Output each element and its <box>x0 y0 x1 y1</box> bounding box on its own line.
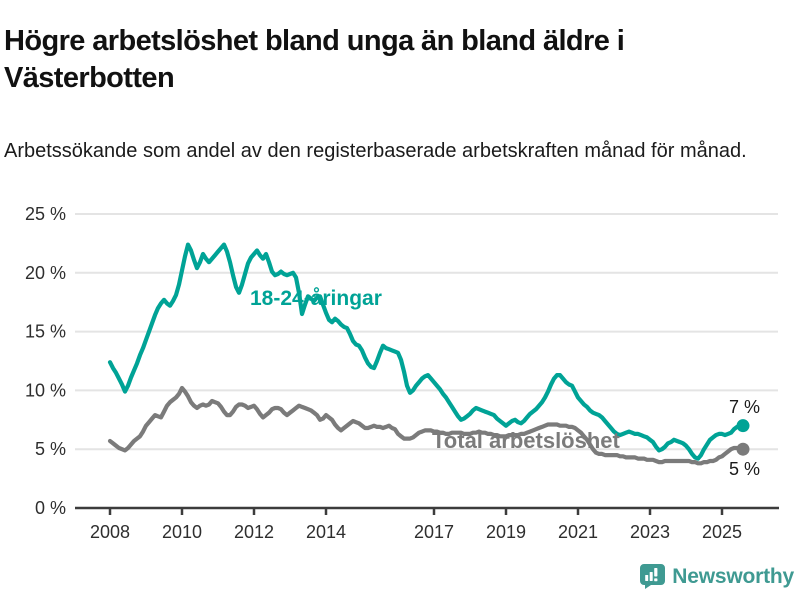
svg-text:2021: 2021 <box>558 522 598 542</box>
svg-text:5 %: 5 % <box>35 439 66 459</box>
newsworthy-logo-icon <box>640 564 666 589</box>
svg-text:0 %: 0 % <box>35 498 66 518</box>
svg-text:20 %: 20 % <box>25 263 66 283</box>
svg-text:2010: 2010 <box>162 522 202 542</box>
svg-text:2017: 2017 <box>414 522 454 542</box>
svg-text:2012: 2012 <box>234 522 274 542</box>
newsworthy-brand-link[interactable]: Newsworthy <box>640 564 794 589</box>
svg-text:2014: 2014 <box>306 522 346 542</box>
page-title: Högre arbetslöshet bland unga än bland ä… <box>4 25 625 95</box>
svg-text:10 %: 10 % <box>25 380 66 400</box>
svg-text:2023: 2023 <box>630 522 670 542</box>
svg-text:2019: 2019 <box>486 522 526 542</box>
series-label-young: 18-24-åringar <box>250 287 382 310</box>
svg-text:15 %: 15 % <box>25 322 66 342</box>
series-label-total: Total arbetslöshet <box>432 428 620 453</box>
svg-text:2025: 2025 <box>702 522 742 542</box>
svg-text:2008: 2008 <box>90 522 130 542</box>
end-value-label-total: 5 % <box>729 459 761 479</box>
chart-subtitle: Arbetssökande som andel av den registerb… <box>4 140 747 162</box>
newsworthy-brand-text: Newsworthy <box>672 564 794 588</box>
end-value-label-young: 7 % <box>729 397 761 417</box>
svg-text:25 %: 25 % <box>25 204 66 224</box>
